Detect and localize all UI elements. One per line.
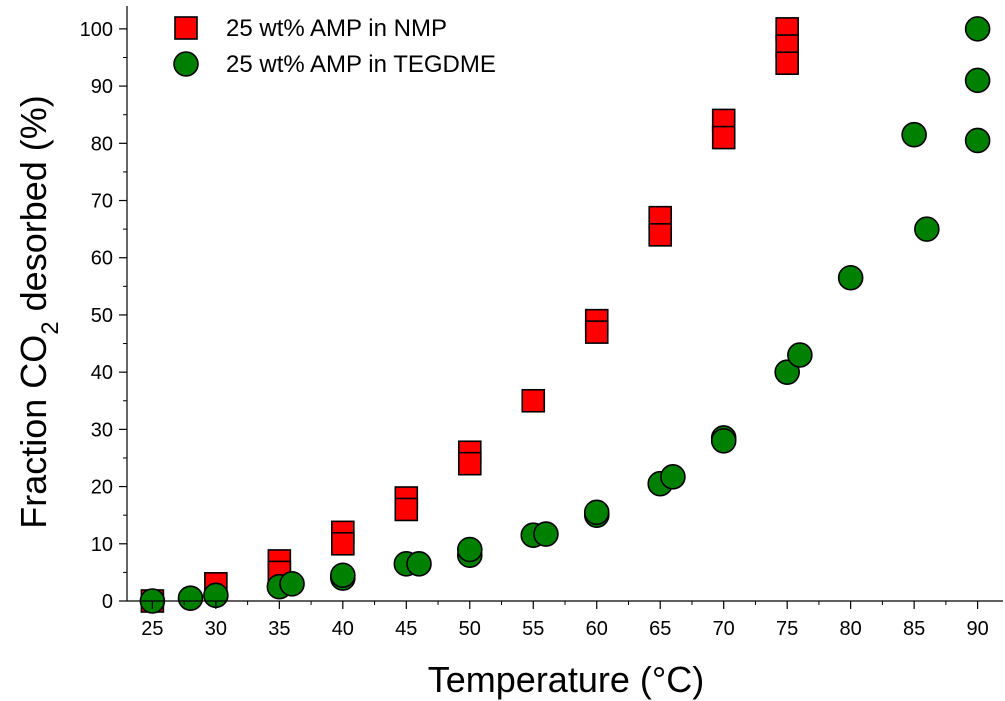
y-tick-label: 90 (91, 76, 113, 98)
x-tick-label: 75 (776, 618, 798, 640)
x-tick-label: 80 (840, 618, 862, 640)
x-tick-label: 35 (268, 618, 290, 640)
data-marks (139, 16, 991, 614)
x-tick-label: 40 (332, 618, 354, 640)
data-point (964, 127, 991, 154)
data-point (648, 223, 673, 247)
data-point (331, 531, 355, 556)
x-tick-label: 70 (713, 618, 735, 640)
x-tick-label: 85 (903, 618, 925, 640)
data-point (710, 428, 737, 454)
y-tick-label: 100 (80, 19, 113, 41)
y-axis-title: Fraction CO2 desorbed (%) (13, 95, 64, 529)
y-tick-label: 10 (91, 534, 113, 556)
data-point (775, 51, 799, 76)
axes: 0 10 20 30 40 50 60 70 80 90 100 25 30 35 40 45 50 55 60 65… (80, 6, 1003, 640)
series-tegdme (139, 16, 991, 614)
x-tick-label: 45 (395, 618, 417, 640)
data-point (394, 497, 419, 522)
data-point (787, 342, 813, 368)
x-tick-label: 25 (141, 618, 163, 640)
y-tick-label: 60 (91, 248, 113, 270)
data-point (177, 585, 204, 611)
x-tick-label: 60 (586, 618, 608, 640)
data-point (774, 359, 800, 385)
y-tick-label: 0 (102, 591, 113, 613)
data-point (521, 388, 546, 413)
data-point (456, 536, 483, 563)
data-point (711, 125, 736, 150)
x-tick-label: 55 (522, 618, 544, 640)
y-tick-label: 50 (91, 305, 113, 327)
x-tick-label: 90 (966, 618, 988, 640)
legend-marker (173, 51, 199, 77)
x-tick-label: 30 (205, 618, 227, 640)
series-nmp (140, 17, 799, 613)
data-point (457, 451, 482, 476)
x-tick-label: 50 (459, 618, 481, 640)
data-point (330, 562, 356, 589)
data-point (406, 551, 432, 577)
data-point (533, 521, 559, 547)
data-point (964, 67, 991, 94)
data-point (901, 121, 927, 148)
data-point (914, 216, 940, 242)
y-tick-label: 80 (91, 133, 113, 155)
y-tick-label: 20 (91, 477, 113, 499)
data-point (583, 499, 610, 526)
data-point (279, 571, 305, 597)
legend-marker (174, 16, 198, 40)
y-tick-label: 70 (91, 191, 113, 213)
legend-label: 25 wt% AMP in TEGDME (226, 51, 496, 78)
data-point (964, 16, 991, 42)
data-point (837, 264, 864, 291)
y-tick-label: 30 (91, 419, 113, 441)
data-point (660, 464, 686, 490)
data-point (584, 320, 609, 344)
legend: 25 wt% AMP in NMP 25 wt% AMP in TEGDME (173, 15, 496, 78)
y-tick-label: 40 (91, 362, 113, 384)
x-axis-title: Temperature (°C) (428, 659, 704, 700)
legend-label: 25 wt% AMP in NMP (226, 15, 447, 42)
x-tick-label: 65 (649, 618, 671, 640)
